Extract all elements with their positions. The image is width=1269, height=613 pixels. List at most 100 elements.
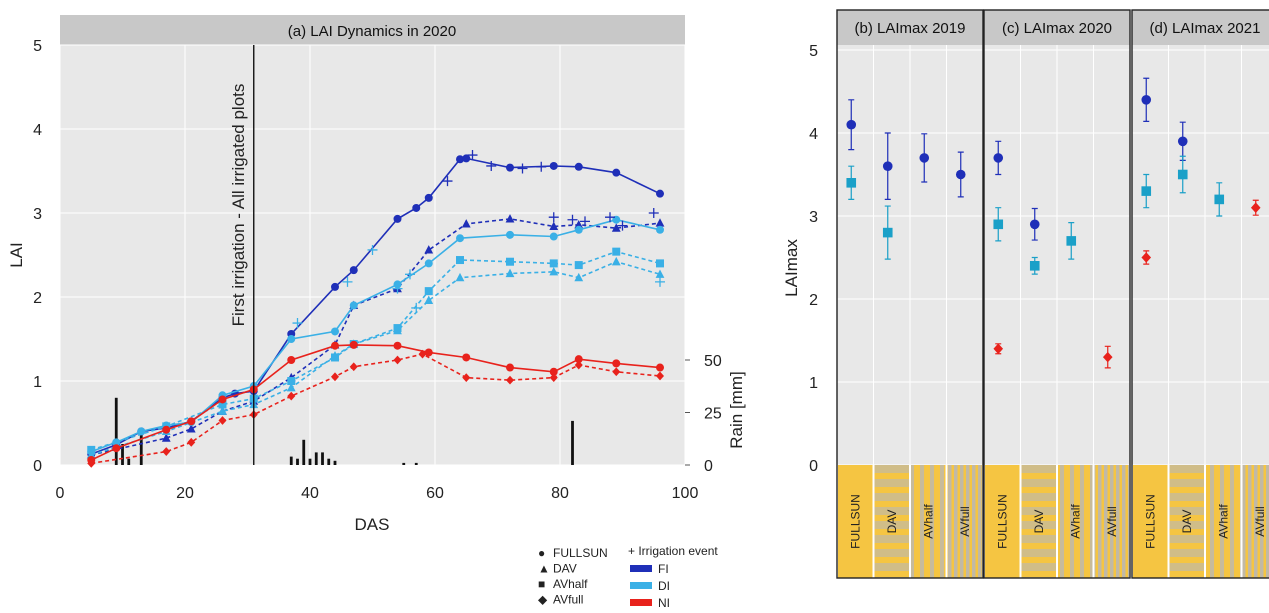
irrigation-event-mark — [655, 276, 665, 287]
lai-point — [331, 327, 339, 336]
lai-point — [612, 247, 621, 256]
lai-line-FI-triangle — [91, 218, 661, 456]
rain-bar — [296, 458, 299, 465]
legend-swatch-DI — [630, 582, 652, 589]
laimax-point — [1102, 351, 1113, 363]
irrigation-event-mark — [411, 302, 422, 313]
laimax-point — [955, 169, 966, 180]
lai-point — [186, 424, 196, 433]
laimax-point — [1177, 136, 1188, 147]
lai-point — [162, 425, 171, 434]
laimax-point — [882, 161, 893, 171]
laimax-y-tick-label: 4 — [809, 126, 818, 143]
laimax-y-tick-label: 2 — [809, 292, 818, 309]
category-label: FULLSUN — [848, 494, 862, 549]
lai-point — [412, 203, 421, 212]
y-tick-label: 5 — [33, 38, 42, 55]
laimax-panel-frame — [836, 9, 984, 579]
first-irrigation-label: First irrigation - All irrigated plots — [229, 84, 248, 327]
lai-point — [424, 295, 434, 304]
irrigation-event-mark — [548, 212, 559, 223]
category-label: DAV — [1180, 510, 1194, 534]
lai-point — [424, 348, 433, 357]
lai-point — [218, 400, 227, 409]
legend-marker-label: AVhalf — [553, 577, 588, 591]
laimax-plot-area — [1132, 45, 1269, 465]
laimax-point — [846, 119, 857, 130]
category-label: AVfull — [958, 506, 972, 536]
laimax-y-tick-label: 0 — [809, 458, 818, 475]
irrigation-event-mark — [442, 176, 453, 187]
lai-point — [456, 256, 464, 265]
lai-point — [611, 223, 621, 232]
category-swatch-FULLSUN — [838, 465, 873, 578]
laimax-y-tick-label: 3 — [809, 209, 818, 226]
legend-treatments: FI DI NI — [630, 562, 670, 610]
y-tick-label: 2 — [33, 290, 42, 307]
laimax-point — [993, 219, 1004, 230]
lai-point — [112, 438, 121, 447]
lai-point — [549, 367, 558, 376]
category-label: FULLSUN — [995, 494, 1009, 549]
irrigation-event-mark — [605, 212, 615, 223]
lai-point — [574, 360, 583, 370]
y2-tick-label: 25 — [704, 406, 722, 423]
category-label: DAV — [885, 510, 899, 534]
laimax-y-axis-label: LAImax — [782, 239, 801, 297]
lai-point — [455, 272, 465, 282]
lai-point — [612, 359, 621, 368]
rain-bar — [402, 462, 406, 465]
irrigation-event-mark — [392, 283, 403, 294]
lai-point — [330, 351, 340, 360]
lai-point — [549, 259, 558, 268]
lai-point — [506, 230, 514, 239]
lai-point — [505, 268, 515, 278]
lai-point — [424, 287, 433, 296]
lai-point — [506, 163, 514, 172]
laimax-point — [919, 153, 930, 163]
laimax-panel-frame — [983, 9, 1131, 579]
category-swatch-AVfull — [1094, 465, 1129, 578]
irrigation-event-mark — [342, 276, 353, 287]
laimax-point — [1250, 202, 1261, 213]
laimax-panel-title: (c) LAImax 2020 — [1002, 20, 1112, 37]
legend-swatch-NI — [630, 599, 652, 606]
x-tick-label: 100 — [672, 485, 699, 502]
lai-point — [656, 371, 664, 381]
laimax-panel-header — [1132, 10, 1269, 45]
rain-bar — [571, 420, 574, 465]
laimax-panel-2: (d) LAImax 2021 FULLSUN DAV AVhalf AVfull — [1131, 9, 1269, 579]
lai-series — [86, 154, 665, 468]
lai-point — [424, 245, 434, 254]
x-tick-label: 80 — [551, 485, 569, 502]
lai-point — [287, 335, 296, 343]
laimax-point — [1066, 236, 1077, 246]
laimax-point — [1029, 219, 1040, 230]
legend-treatment-label: FI — [658, 562, 669, 576]
x-tick-label: 20 — [176, 485, 194, 502]
y-axis-label: LAI — [7, 242, 26, 268]
lai-point — [393, 214, 402, 223]
category-swatch-AVhalf — [911, 465, 946, 578]
rain-bar — [289, 456, 293, 465]
laimax-point — [1214, 194, 1225, 205]
lai-point — [287, 377, 296, 385]
laimax-point — [882, 227, 893, 238]
rain-bar — [114, 397, 118, 465]
legend-marker-symbol: ■ — [538, 577, 545, 591]
lai-point — [112, 444, 121, 453]
laimax-point — [993, 343, 1004, 355]
irrigation-event-mark — [292, 318, 303, 329]
rain-bar — [414, 462, 418, 465]
category-label: AVfull — [1253, 506, 1267, 536]
rain-bar — [302, 439, 306, 465]
lai-point — [506, 257, 514, 266]
x-tick-label: 0 — [56, 485, 65, 502]
laimax-y-ticks: 0 1 2 3 4 5 — [809, 43, 818, 475]
lai-point — [462, 353, 471, 362]
lai-point — [574, 162, 583, 171]
irrigation-event-mark — [405, 269, 415, 280]
laimax-point — [1141, 252, 1152, 263]
